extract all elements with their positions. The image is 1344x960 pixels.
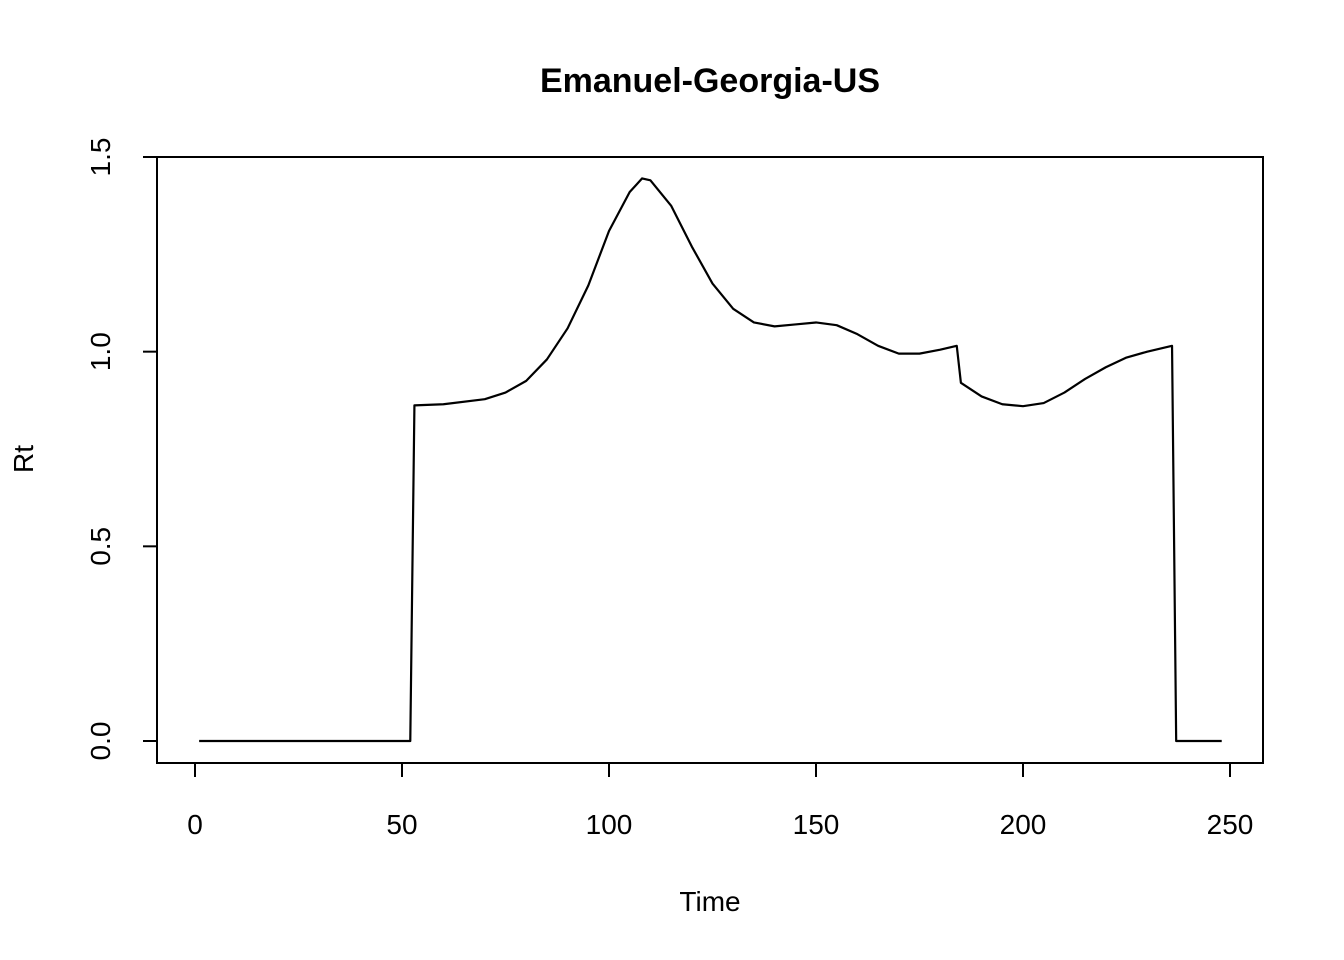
x-tick-label: 250: [1207, 809, 1254, 840]
x-tick-label: 150: [793, 809, 840, 840]
y-axis-label: Rt: [8, 445, 39, 473]
chart-title: Emanuel-Georgia-US: [540, 62, 880, 100]
x-tick-label: 50: [386, 809, 417, 840]
plot-frame: [156, 156, 1264, 764]
x-axis: 0 50 100 150 200 250: [187, 762, 1254, 840]
x-axis-label: Time: [679, 886, 740, 917]
y-tick-label: 0.5: [85, 527, 116, 566]
y-axis: 0.0 0.5 1.0 1.5: [85, 138, 158, 761]
x-tick-label: 100: [586, 809, 633, 840]
x-tick-label: 200: [1000, 809, 1047, 840]
x-tick-label: 0: [187, 809, 203, 840]
y-tick-label: 1.0: [85, 332, 116, 371]
series-line: [199, 177, 1222, 743]
y-tick-label: 0.0: [85, 722, 116, 761]
y-tick-label: 1.5: [85, 138, 116, 177]
